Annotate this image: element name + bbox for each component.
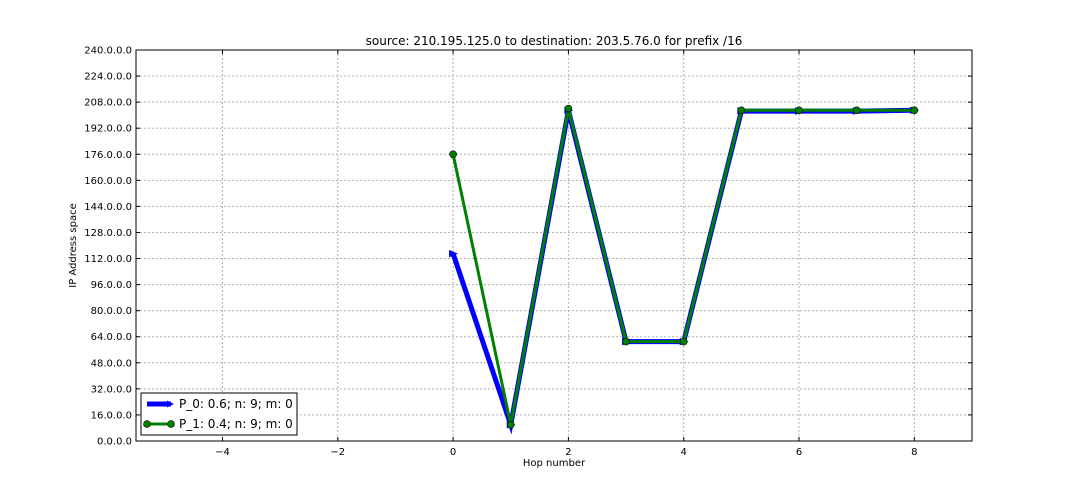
legend-marker-0 [167,400,174,408]
legend-label-0: P_0: 0.6; n: 9; m: 0 [179,397,293,411]
x-tick-label: −4 [215,447,230,458]
x-tick-label: 2 [565,447,571,458]
x-tick-label: 8 [911,447,917,458]
series-point-1 [506,420,515,429]
y-tick-label: 48.0.0.0 [91,358,132,369]
legend-label-1: P_1: 0.4; n: 9; m: 0 [179,417,293,431]
x-axis-ticks: −4 −2 0 2 4 6 8 [215,50,918,458]
y-tick-label: 16.0.0.0 [91,410,132,421]
series-point-1 [622,337,630,346]
y-tick-label: 176.0.0.0 [84,150,132,161]
y-tick-label: 160.0.0.0 [84,176,132,187]
series-point-1 [852,106,861,115]
x-tick-label: 4 [681,447,687,458]
y-tick-label: 64.0.0.0 [91,332,132,343]
x-tick-label: −2 [330,447,345,458]
y-axis-ticks: 0.0.0.0 16.0.0.0 32.0.0.0 48.0.0.0 64.0.0.0 8… [84,46,972,448]
x-axis-label: Hop number [523,458,586,469]
y-tick-label: 0.0.0.0 [97,437,132,448]
y-tick-label: 96.0.0.0 [91,280,132,291]
y-tick-label: 224.0.0.0 [84,72,132,83]
y-tick-label: 208.0.0.0 [84,98,132,109]
series-point-0 [449,249,458,258]
legend-marker-1 [167,420,175,428]
y-tick-label: 240.0.0.0 [84,46,132,57]
series-point-1 [795,106,803,115]
y-tick-label: 128.0.0.0 [84,228,132,239]
legend-marker-1 [143,420,151,428]
series-point-1 [564,104,573,113]
chart-title: source: 210.195.125.0 to destination: 20… [366,34,743,48]
plot-frame [135,49,973,442]
series-point-1 [910,106,919,115]
x-tick-label: 6 [796,447,802,458]
series-layer [449,104,920,435]
y-axis-label: IP Address space [68,203,79,288]
series-point-1 [737,106,746,115]
y-tick-label: 112.0.0.0 [84,254,132,265]
legend: P_0: 0.6; n: 9; m: 0 P_1: 0.4; n: 9; m: 0 [140,392,298,436]
x-tick-label: 0 [450,447,456,458]
legend-box [140,392,298,436]
series-point-1 [449,150,457,159]
y-tick-label: 32.0.0.0 [91,384,132,395]
y-tick-label: 144.0.0.0 [84,202,132,213]
y-tick-label: 192.0.0.0 [84,124,132,135]
series-point-1 [679,337,688,346]
y-tick-label: 80.0.0.0 [91,306,132,317]
